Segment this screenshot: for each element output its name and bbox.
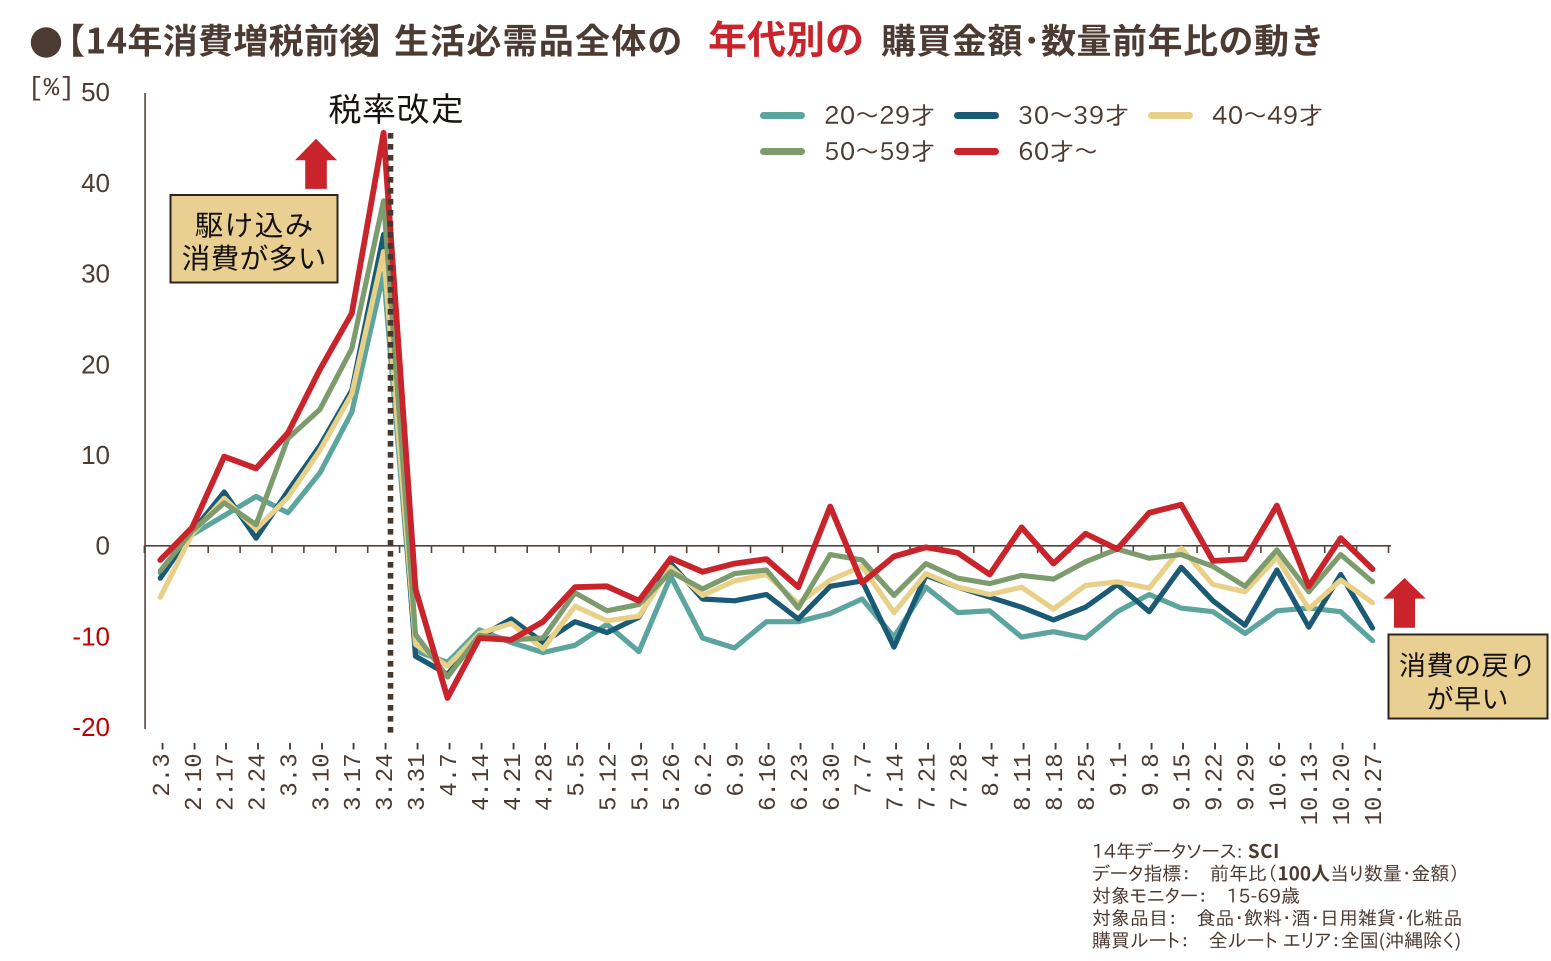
svg-text:3.17-: 3.17-: [341, 739, 368, 811]
svg-text:9.1-: 9.1-: [1107, 739, 1134, 797]
svg-text:8.18-: 8.18-: [1043, 739, 1070, 811]
svg-text:8.11-: 8.11-: [1011, 739, 1038, 811]
svg-text:6.9-: 6.9-: [724, 739, 751, 797]
svg-text:2.24-: 2.24-: [246, 739, 273, 811]
svg-text:7.7-: 7.7-: [852, 739, 879, 797]
svg-text:7.28-: 7.28-: [947, 739, 974, 811]
svg-text:5.5-: 5.5-: [565, 739, 592, 797]
svg-text:3.10-: 3.10-: [309, 739, 336, 811]
svg-text:8.25-: 8.25-: [1075, 739, 1102, 811]
svg-text:2.17-: 2.17-: [214, 739, 241, 811]
svg-text:5.12-: 5.12-: [596, 739, 623, 811]
svg-text:9.15-: 9.15-: [1171, 739, 1198, 811]
svg-text:20: 20: [81, 349, 110, 379]
svg-text:2.10-: 2.10-: [182, 739, 209, 811]
svg-text:0: 0: [96, 531, 110, 561]
svg-text:6.16-: 6.16-: [756, 739, 783, 811]
svg-text:3.3-: 3.3-: [277, 739, 304, 797]
svg-text:-10: -10: [72, 621, 110, 651]
svg-text:7.21-: 7.21-: [915, 739, 942, 811]
svg-text:10.20-: 10.20-: [1330, 739, 1357, 825]
svg-text:10: 10: [81, 440, 110, 470]
svg-text:10.27-: 10.27-: [1362, 739, 1389, 825]
svg-text:3.24-: 3.24-: [373, 739, 400, 811]
svg-text:6.23-: 6.23-: [788, 739, 815, 811]
svg-text:4.28-: 4.28-: [533, 739, 560, 811]
svg-text:50: 50: [81, 77, 110, 107]
svg-text:8.4-: 8.4-: [979, 739, 1006, 797]
svg-text:4.14-: 4.14-: [469, 739, 496, 811]
svg-text:4.21-: 4.21-: [501, 739, 528, 811]
svg-text:5.19-: 5.19-: [628, 739, 655, 811]
svg-text:30: 30: [81, 259, 110, 289]
svg-text:3.31-: 3.31-: [405, 739, 432, 811]
svg-text:4.7-: 4.7-: [437, 739, 464, 797]
svg-text:6.2-: 6.2-: [692, 739, 719, 797]
svg-text:2.3-: 2.3-: [150, 739, 177, 797]
svg-text:7.14-: 7.14-: [884, 739, 911, 811]
svg-text:9.22-: 9.22-: [1203, 739, 1230, 811]
svg-text:9.8-: 9.8-: [1139, 739, 1166, 797]
svg-text:-20: -20: [72, 712, 110, 742]
svg-text:5.26-: 5.26-: [660, 739, 687, 811]
svg-text:40: 40: [81, 168, 110, 198]
svg-text:6.30-: 6.30-: [820, 739, 847, 811]
svg-text:10.13-: 10.13-: [1298, 739, 1325, 825]
svg-text:9.29-: 9.29-: [1235, 739, 1262, 811]
svg-text:[%]: [%]: [28, 73, 75, 103]
svg-text:10.6-: 10.6-: [1266, 739, 1293, 811]
